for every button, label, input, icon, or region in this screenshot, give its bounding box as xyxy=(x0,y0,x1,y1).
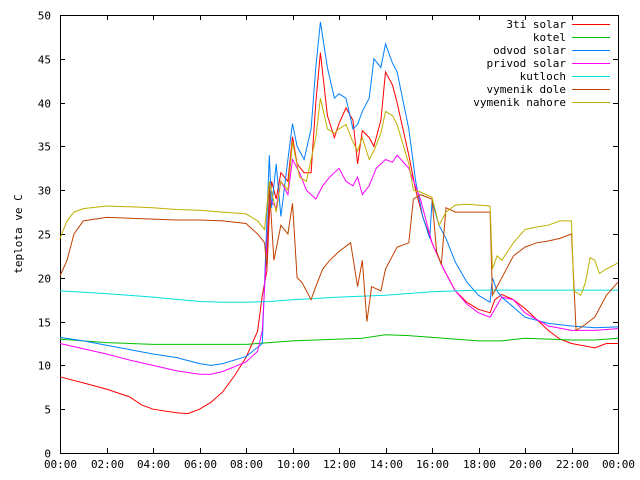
x-tick-label: 06:00 xyxy=(184,458,217,471)
x-tick-label: 14:00 xyxy=(370,458,403,471)
series-line-6 xyxy=(59,185,619,332)
legend-label: kotel xyxy=(533,31,566,44)
x-tick-label: 16:00 xyxy=(416,458,449,471)
x-tick-label: 00:00 xyxy=(44,458,77,471)
y-tick-label: 15 xyxy=(38,317,51,330)
x-axis: 00:00 02:00 04:00 06:00 08:00 10:00 12:00 14:00… xyxy=(44,15,635,471)
legend-label: vymenik dole xyxy=(487,83,566,96)
y-tick-label: 10 xyxy=(38,360,51,373)
series-line-2 xyxy=(59,334,619,345)
x-tick-label: 22:00 xyxy=(556,458,589,471)
x-tick-label: 00:00 xyxy=(602,458,635,471)
y-axis-label: teplota ve C xyxy=(12,194,25,273)
series-line-5 xyxy=(59,289,618,303)
y-axis: 0 5 10 15 20 25 30 35 40 45 50 xyxy=(38,10,618,461)
legend-label: 3ti solar xyxy=(506,18,566,31)
y-tick-label: 40 xyxy=(38,98,51,111)
x-tick-label: 12:00 xyxy=(323,458,356,471)
y-tick-label: 0 xyxy=(44,448,51,461)
y-tick-label: 30 xyxy=(38,185,51,198)
legend-label: privod solar xyxy=(487,57,567,70)
legend-label: kutloch xyxy=(520,70,566,83)
y-tick-label: 45 xyxy=(38,54,51,67)
series-line-1 xyxy=(59,52,618,415)
series-line-4 xyxy=(59,154,619,375)
y-tick-label: 50 xyxy=(38,10,51,23)
x-tick-label: 18:00 xyxy=(463,458,496,471)
series-line-3 xyxy=(59,21,619,366)
x-tick-label: 04:00 xyxy=(137,458,170,471)
legend-label: vymenik nahore xyxy=(473,96,566,109)
x-tick-label: 08:00 xyxy=(230,458,263,471)
y-tick-label: 20 xyxy=(38,273,51,286)
y-tick-label: 35 xyxy=(38,141,51,154)
series-line-7 xyxy=(59,98,619,297)
y-tick-label: 5 xyxy=(44,404,51,417)
series-lines xyxy=(59,21,619,415)
x-tick-label: 20:00 xyxy=(509,458,542,471)
x-tick-label: 02:00 xyxy=(91,458,124,471)
y-tick-label: 25 xyxy=(38,229,51,242)
legend-label: odvod solar xyxy=(493,44,566,57)
x-tick-label: 10:00 xyxy=(277,458,310,471)
